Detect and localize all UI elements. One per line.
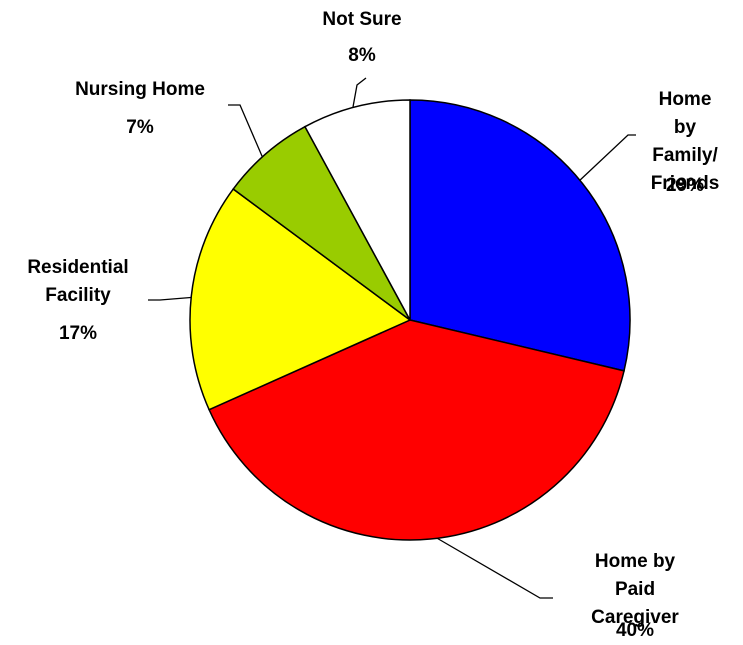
- leader-line: [148, 296, 198, 301]
- slice-label: Home by Family/ Friends: [650, 89, 720, 194]
- slice-value-label: 17%: [58, 323, 98, 344]
- pie-slice: [208, 319, 625, 541]
- pie-slice: [409, 99, 631, 372]
- slice-label: Nursing Home: [75, 79, 205, 100]
- leader-line: [434, 536, 553, 599]
- slice-value-label: 29%: [665, 175, 705, 196]
- slice-value-label: 40%: [615, 620, 655, 641]
- slice-value-label: 8%: [348, 45, 376, 66]
- slice-label: Home by Paid Caregiver: [591, 551, 679, 628]
- pie-slice: [189, 187, 412, 411]
- slice-value-label: 7%: [126, 117, 154, 138]
- pie-slice: [303, 99, 411, 321]
- slice-label: Residential Facility: [27, 257, 129, 306]
- leader-lines: [148, 77, 636, 599]
- leader-line: [352, 77, 367, 108]
- slices: [189, 99, 631, 541]
- leader-line: [577, 134, 636, 183]
- leader-line: [228, 104, 269, 171]
- slice-label: Not Sure: [322, 9, 402, 30]
